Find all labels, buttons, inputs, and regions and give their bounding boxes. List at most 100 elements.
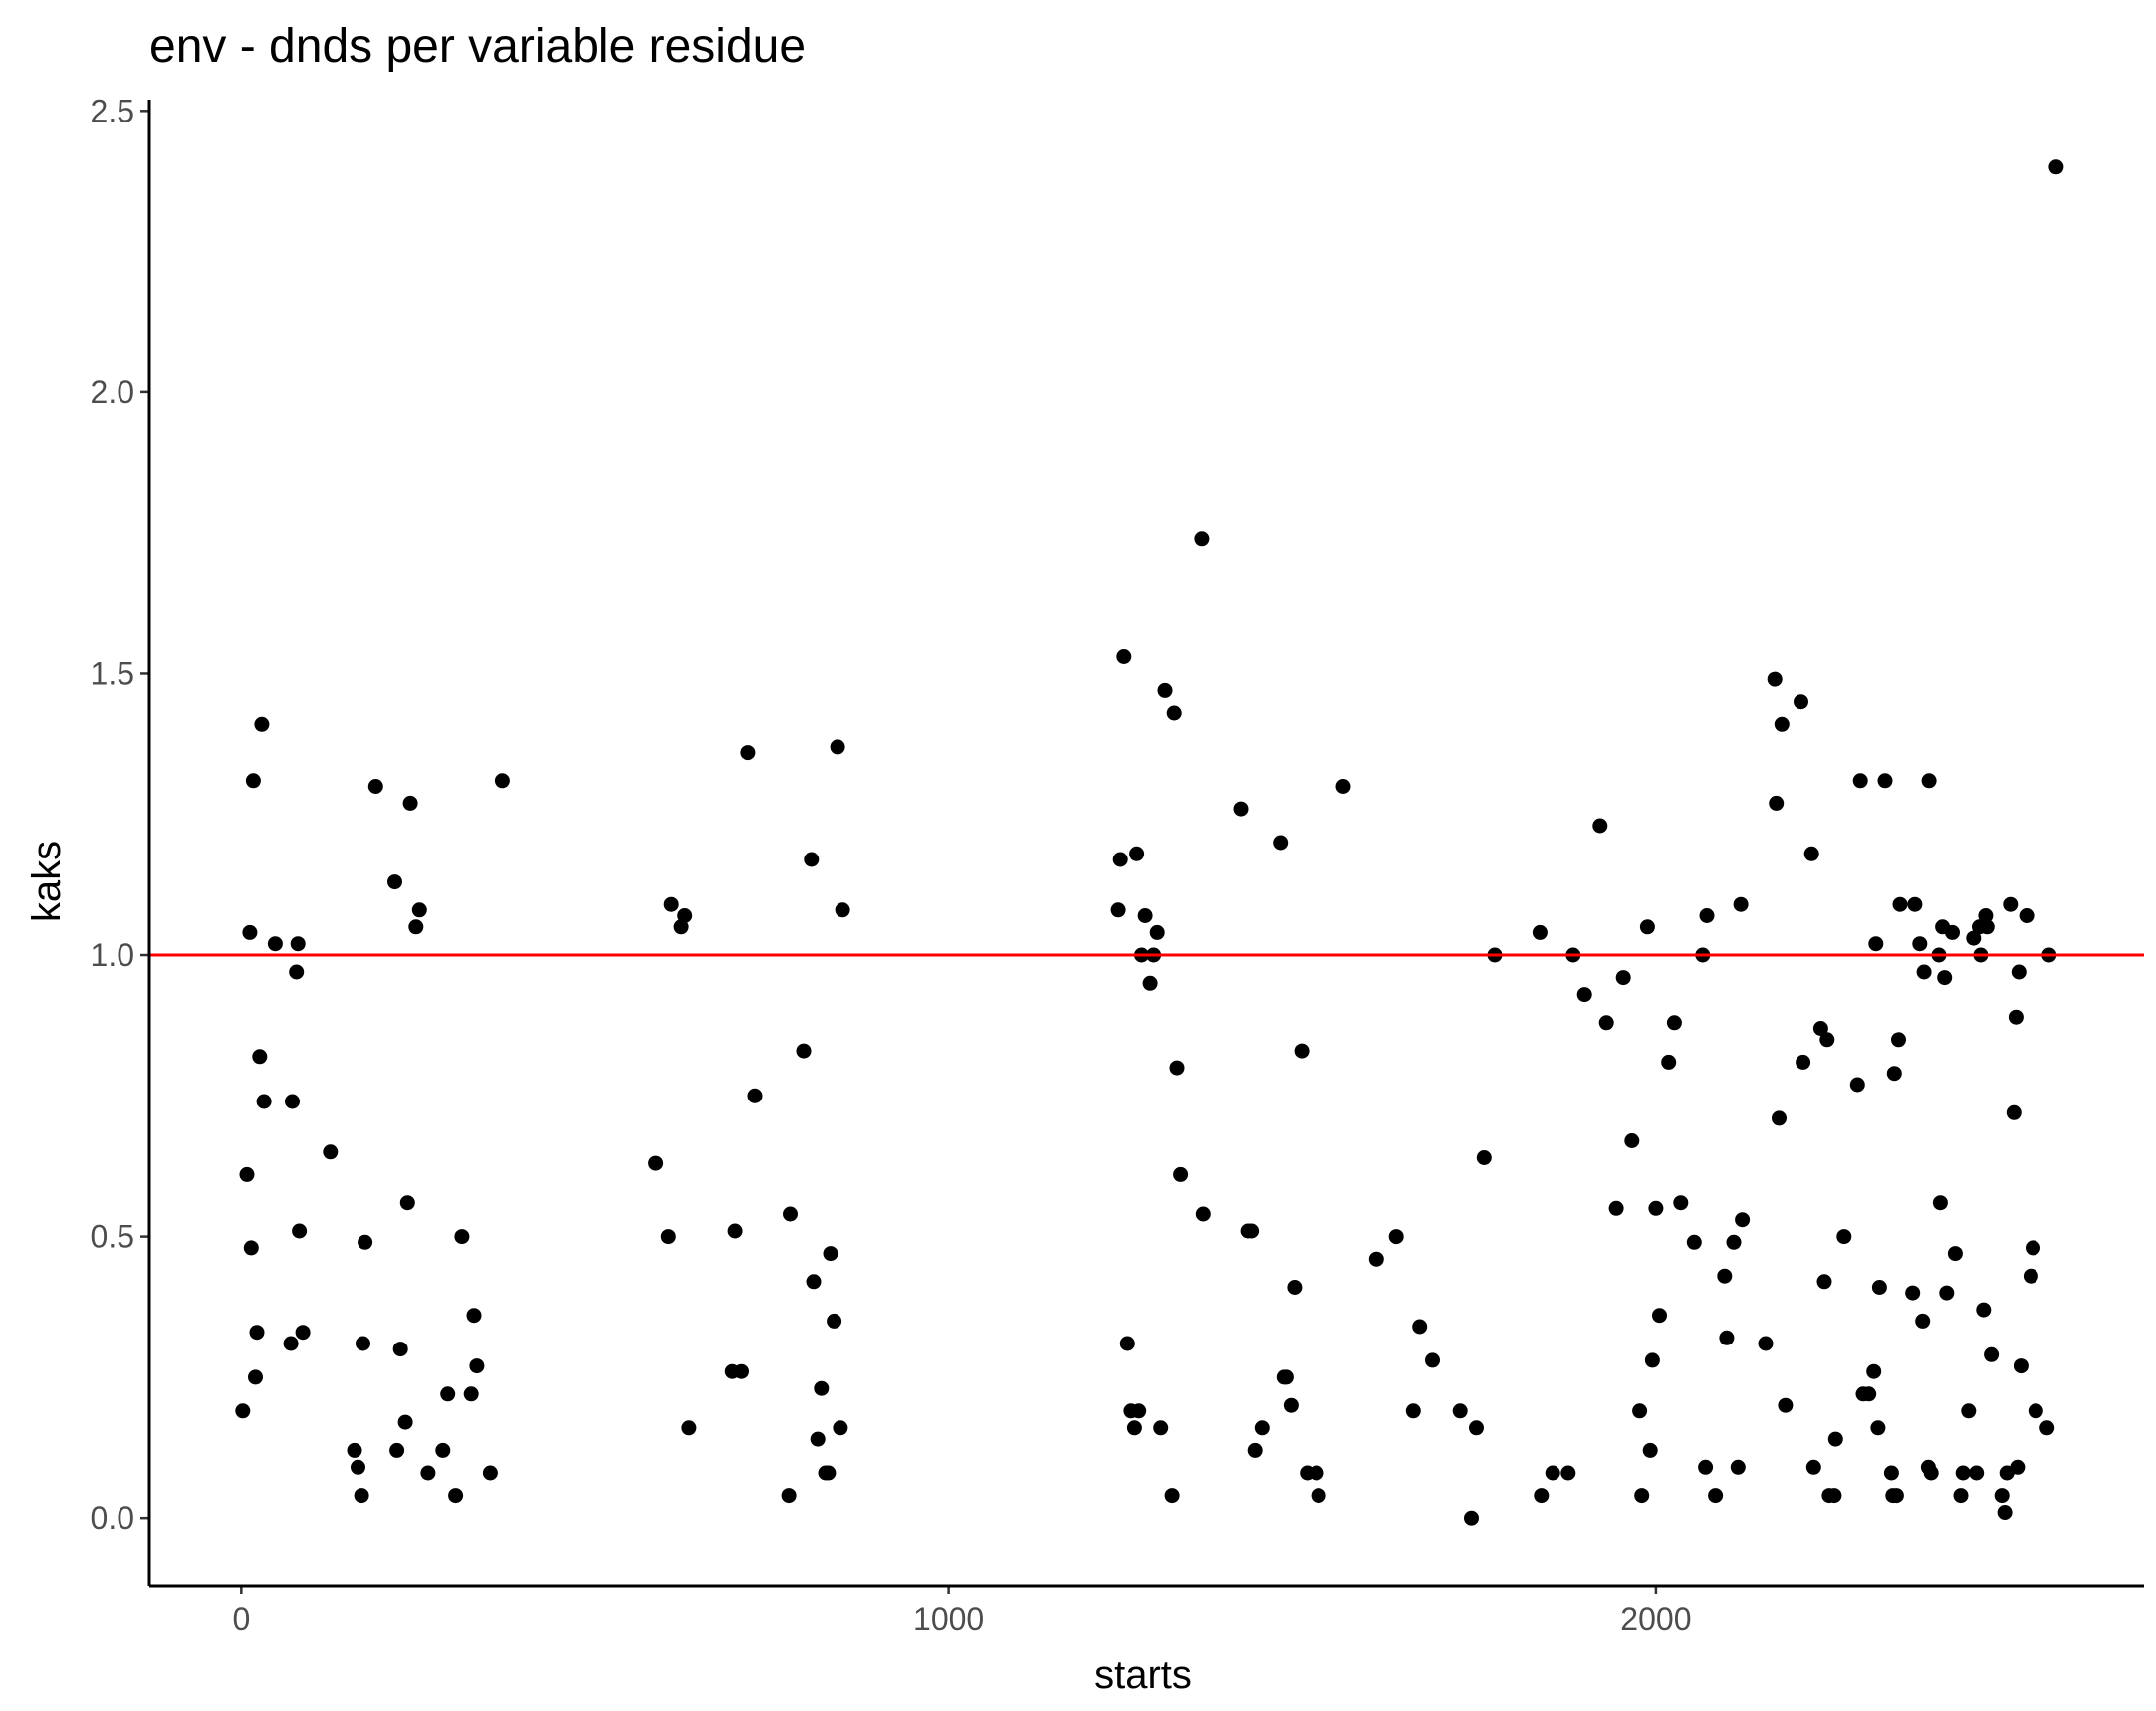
data-point-37	[463, 1386, 479, 1402]
data-point-173	[1886, 1066, 1902, 1082]
data-point-79	[1149, 924, 1165, 940]
data-point-87	[1195, 1206, 1211, 1222]
data-point-114	[1534, 1488, 1550, 1504]
data-point-149	[1774, 716, 1790, 732]
data-point-194	[1961, 1403, 1977, 1419]
data-point-92	[1254, 1420, 1270, 1436]
y-tick-label-5: 2.5	[91, 93, 134, 128]
data-point-20	[354, 1488, 369, 1504]
data-point-109	[1464, 1510, 1479, 1526]
data-point-91	[1247, 1442, 1263, 1458]
data-point-207	[2006, 1104, 2022, 1120]
data-point-6	[249, 1325, 265, 1341]
data-point-17	[323, 1144, 339, 1160]
data-point-196	[1969, 1465, 1985, 1481]
data-point-218	[2048, 159, 2064, 175]
data-point-69	[1116, 649, 1132, 664]
data-point-67	[1110, 902, 1126, 918]
y-axis: 0.0 0.5 1.0 1.5 2.0 2.5	[91, 93, 149, 1536]
data-point-100	[1309, 1465, 1324, 1481]
data-point-212	[2019, 908, 2035, 923]
data-point-141	[1726, 1234, 1742, 1250]
data-point-208	[2008, 1009, 2024, 1025]
data-point-105	[1405, 1403, 1421, 1419]
data-point-21	[356, 1336, 370, 1351]
data-point-101	[1311, 1488, 1326, 1504]
data-point-51	[740, 745, 756, 761]
data-point-0	[235, 1403, 251, 1419]
data-point-14	[290, 936, 306, 952]
data-point-193	[1955, 1465, 1971, 1481]
data-point-156	[1816, 1274, 1832, 1290]
data-point-68	[1112, 852, 1128, 867]
data-point-122	[1615, 970, 1631, 986]
x-axis-title: starts	[1094, 1653, 1192, 1697]
data-point-81	[1153, 1420, 1169, 1436]
data-point-126	[1639, 919, 1655, 935]
data-point-201	[1979, 919, 1995, 935]
data-point-176	[1892, 896, 1908, 912]
data-point-155	[1812, 1021, 1828, 1036]
data-point-34	[440, 1386, 456, 1402]
data-point-28	[399, 1195, 415, 1211]
data-point-200	[1978, 908, 1994, 923]
data-point-4	[245, 773, 261, 789]
data-point-166	[1866, 1363, 1882, 1379]
data-point-204	[1997, 1505, 2013, 1520]
points-layer	[235, 159, 2064, 1526]
data-point-190	[1945, 924, 1960, 940]
data-point-26	[392, 1342, 408, 1357]
data-point-119	[1592, 818, 1608, 834]
y-tick-label-1: 0.5	[91, 1219, 134, 1255]
data-point-43	[660, 1229, 676, 1245]
data-point-136	[1698, 1459, 1714, 1475]
data-point-189	[1939, 1285, 1955, 1301]
data-point-113	[1532, 924, 1548, 940]
data-point-160	[1827, 1431, 1843, 1447]
data-point-22	[358, 1234, 373, 1250]
data-point-121	[1608, 1200, 1624, 1216]
data-point-88	[1233, 801, 1249, 817]
data-point-58	[810, 1431, 826, 1447]
data-point-103	[1368, 1251, 1384, 1267]
data-point-120	[1598, 1015, 1614, 1031]
data-point-184	[1923, 1465, 1939, 1481]
data-point-36	[454, 1229, 470, 1245]
data-point-203	[1994, 1488, 2010, 1504]
data-point-72	[1126, 1420, 1142, 1436]
data-point-23	[367, 779, 383, 794]
data-point-30	[408, 919, 424, 935]
data-point-35	[448, 1488, 464, 1504]
data-point-59	[814, 1380, 830, 1396]
data-point-56	[804, 852, 820, 867]
data-point-8	[254, 716, 270, 732]
data-point-5	[248, 1369, 263, 1385]
data-point-46	[677, 908, 693, 923]
data-point-144	[1735, 1212, 1751, 1228]
data-point-76	[1137, 908, 1153, 923]
data-point-169	[1871, 1280, 1887, 1295]
data-point-213	[2023, 1268, 2038, 1284]
data-point-7	[252, 1049, 268, 1065]
data-point-32	[420, 1465, 436, 1481]
data-point-107	[1425, 1352, 1440, 1368]
data-point-124	[1632, 1403, 1648, 1419]
x-tick-label-1: 1000	[913, 1601, 984, 1637]
data-point-106	[1412, 1319, 1428, 1335]
x-tick-label-0: 0	[232, 1601, 250, 1637]
data-point-11	[283, 1336, 299, 1351]
data-point-83	[1166, 705, 1182, 721]
data-point-55	[796, 1043, 812, 1059]
data-point-161	[1836, 1229, 1852, 1245]
data-point-93	[1273, 835, 1289, 851]
data-point-98	[1294, 1043, 1310, 1059]
data-point-57	[806, 1274, 822, 1290]
data-point-53	[781, 1488, 797, 1504]
data-point-167	[1868, 936, 1884, 952]
y-axis-title: kaks	[25, 841, 69, 922]
data-point-152	[1796, 1054, 1811, 1070]
data-point-1	[239, 1166, 255, 1182]
data-point-108	[1452, 1403, 1468, 1419]
data-point-97	[1287, 1280, 1303, 1295]
